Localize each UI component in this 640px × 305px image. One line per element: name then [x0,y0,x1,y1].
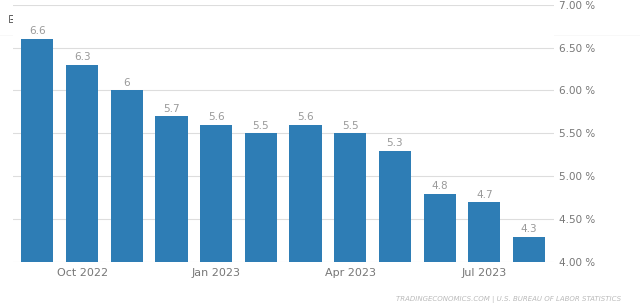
Text: 5.6: 5.6 [297,112,314,122]
Text: 5.5: 5.5 [253,121,269,131]
Bar [66,65,98,262]
Bar [379,151,411,262]
Bar [111,91,143,262]
Text: 5.6: 5.6 [208,112,225,122]
Bar [468,202,500,262]
Bar [289,125,322,262]
Bar [424,194,456,262]
Text: ⬇ Export: ⬇ Export [282,15,332,25]
Text: 4.7: 4.7 [476,190,493,199]
Text: 6.6: 6.6 [29,26,45,36]
Text: 5.5: 5.5 [342,121,358,131]
Text: 5.7: 5.7 [163,104,180,114]
Text: ✕ Compare: ✕ Compare [206,15,269,25]
Text: ▣ Embed: ▣ Embed [415,15,468,25]
Text: ▌ Chart ▾: ▌ Chart ▾ [140,14,192,25]
Bar [513,237,545,262]
Text: 4.3: 4.3 [521,224,538,234]
Text: ⊟: ⊟ [8,13,18,26]
Text: 6.3: 6.3 [74,52,90,62]
Text: TRADINGECONOMICS.COM | U.S. BUREAU OF LABOR STATISTICS: TRADINGECONOMICS.COM | U.S. BUREAU OF LA… [396,296,621,303]
Text: 1Y: 1Y [28,15,42,25]
Text: 5.3: 5.3 [387,138,403,148]
Bar [334,134,366,262]
Text: 10Y: 10Y [65,15,86,25]
Text: 25Y: 25Y [88,15,109,25]
Bar [21,39,54,262]
Bar [244,134,277,262]
Bar [156,116,188,262]
Text: ⠿ API: ⠿ API [360,15,389,25]
Text: 4.8: 4.8 [431,181,448,191]
Text: 6: 6 [124,78,130,88]
Text: 5Y: 5Y [46,15,60,25]
Text: MAX: MAX [112,15,137,25]
Bar [200,125,232,262]
